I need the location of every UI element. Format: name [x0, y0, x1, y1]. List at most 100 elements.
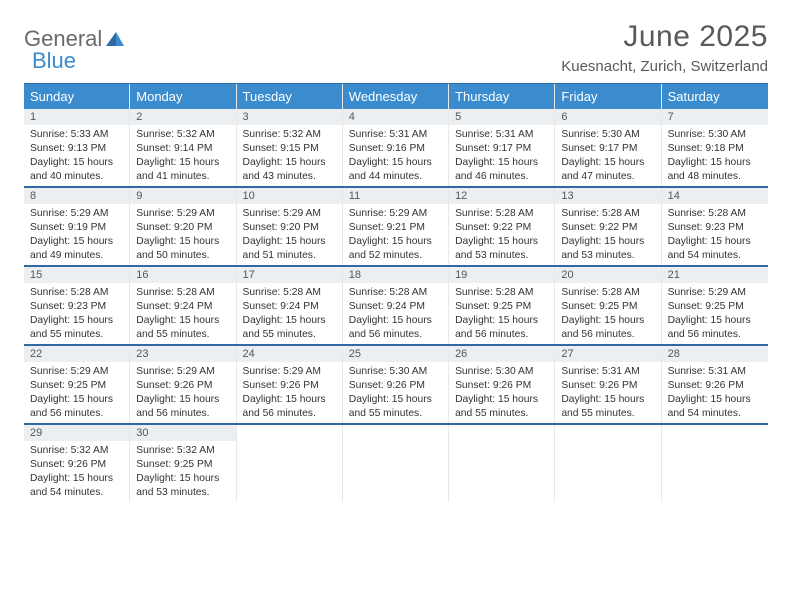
daylight-line: Daylight: 15 hours and 55 minutes. — [136, 314, 229, 342]
sunrise-line: Sunrise: 5:32 AM — [136, 444, 229, 458]
day-number-cell: 10 — [237, 188, 343, 204]
sunrise-line: Sunrise: 5:28 AM — [30, 286, 123, 300]
sunrise-line: Sunrise: 5:33 AM — [30, 128, 123, 142]
sunrise-line: Sunrise: 5:29 AM — [136, 365, 229, 379]
daylight-line: Daylight: 15 hours and 55 minutes. — [561, 393, 654, 421]
day-number-cell: 3 — [237, 109, 343, 125]
brand-blue-wrap: Blue — [34, 48, 76, 74]
day-number-cell: 19 — [449, 267, 555, 283]
day-number-cell: 1 — [24, 109, 130, 125]
daylight-line: Daylight: 15 hours and 54 minutes. — [30, 472, 123, 500]
calendar-week: 1234567Sunrise: 5:33 AMSunset: 9:13 PMDa… — [24, 109, 768, 188]
day-detail-cell: Sunrise: 5:29 AMSunset: 9:19 PMDaylight:… — [24, 204, 130, 265]
daylight-line: Daylight: 15 hours and 54 minutes. — [668, 393, 762, 421]
day-number-cell: 23 — [130, 346, 236, 362]
sunrise-line: Sunrise: 5:28 AM — [243, 286, 336, 300]
sunset-line: Sunset: 9:26 PM — [30, 458, 123, 472]
sunrise-line: Sunrise: 5:29 AM — [243, 207, 336, 221]
sunset-line: Sunset: 9:19 PM — [30, 221, 123, 235]
day-header: Saturday — [662, 84, 768, 109]
day-detail-cell: Sunrise: 5:28 AMSunset: 9:22 PMDaylight:… — [449, 204, 555, 265]
sunset-line: Sunset: 9:21 PM — [349, 221, 442, 235]
day-number-cell: 9 — [130, 188, 236, 204]
daylight-line: Daylight: 15 hours and 50 minutes. — [136, 235, 229, 263]
day-detail-row: Sunrise: 5:32 AMSunset: 9:26 PMDaylight:… — [24, 441, 768, 502]
daylight-line: Daylight: 15 hours and 49 minutes. — [30, 235, 123, 263]
daylight-line: Daylight: 15 hours and 53 minutes. — [136, 472, 229, 500]
sunset-line: Sunset: 9:17 PM — [561, 142, 654, 156]
sunset-line: Sunset: 9:26 PM — [455, 379, 548, 393]
sunset-line: Sunset: 9:24 PM — [349, 300, 442, 314]
day-detail-row: Sunrise: 5:33 AMSunset: 9:13 PM Daylight:… — [24, 125, 768, 186]
sunset-line: Sunset: 9:26 PM — [349, 379, 442, 393]
day-number-cell: 18 — [343, 267, 449, 283]
sunrise-line: Sunrise: 5:28 AM — [455, 286, 548, 300]
day-detail-cell: Sunrise: 5:28 AMSunset: 9:24 PMDaylight:… — [130, 283, 236, 344]
day-number-cell: 26 — [449, 346, 555, 362]
day-detail-cell: Sunrise: 5:31 AMSunset: 9:17 PMDaylight:… — [449, 125, 555, 186]
sunset-line: Sunset: 9:15 PM — [243, 142, 336, 156]
day-number-cell: 28 — [662, 346, 768, 362]
day-detail-cell: Sunrise: 5:29 AMSunset: 9:26 PMDaylight:… — [237, 362, 343, 423]
sunrise-line: Sunrise: 5:31 AM — [455, 128, 548, 142]
page-header: General June 2025 Kuesnacht, Zurich, Swi… — [24, 20, 768, 75]
day-detail-cell: Sunrise: 5:31 AMSunset: 9:26 PMDaylight:… — [555, 362, 661, 423]
day-number-cell: 30 — [130, 425, 236, 441]
daylight-line: Daylight: 15 hours and 46 minutes. — [455, 156, 548, 184]
day-detail-cell: Sunrise: 5:30 AMSunset: 9:18 PMDaylight:… — [662, 125, 768, 186]
calendar-week: 2930Sunrise: 5:32 AMSunset: 9:26 PMDayli… — [24, 425, 768, 502]
daylight-line: Daylight: 15 hours and 56 minutes. — [349, 314, 442, 342]
day-detail-cell: Sunrise: 5:31 AMSunset: 9:26 PMDaylight:… — [662, 362, 768, 423]
sunrise-line: Sunrise: 5:29 AM — [243, 365, 336, 379]
daylight-line: Daylight: 15 hours and 56 minutes. — [455, 314, 548, 342]
sunrise-line: Sunrise: 5:29 AM — [30, 365, 123, 379]
daylight-line: Daylight: 15 hours and 43 minutes. — [243, 156, 336, 184]
day-detail-row: Sunrise: 5:28 AMSunset: 9:23 PMDaylight:… — [24, 283, 768, 344]
day-number-cell: 6 — [555, 109, 661, 125]
day-detail-cell: Sunrise: 5:30 AMSunset: 9:26 PMDaylight:… — [343, 362, 449, 423]
sunset-line: Sunset: 9:25 PM — [561, 300, 654, 314]
day-detail-cell — [237, 441, 343, 502]
day-number-cell — [237, 425, 343, 441]
sunrise-line: Sunrise: 5:31 AM — [668, 365, 762, 379]
sunset-line: Sunset: 9:25 PM — [30, 379, 123, 393]
day-number-cell: 22 — [24, 346, 130, 362]
day-detail-cell: Sunrise: 5:28 AMSunset: 9:24 PMDaylight:… — [237, 283, 343, 344]
sunset-line: Sunset: 9:22 PM — [455, 221, 548, 235]
sunset-line: Sunset: 9:20 PM — [136, 221, 229, 235]
day-number-row: 22232425262728 — [24, 346, 768, 362]
day-number-cell: 17 — [237, 267, 343, 283]
sunrise-line: Sunrise: 5:30 AM — [455, 365, 548, 379]
sunrise-line: Sunrise: 5:28 AM — [455, 207, 548, 221]
day-detail-cell: Sunrise: 5:32 AMSunset: 9:14 PMDaylight:… — [130, 125, 236, 186]
day-detail-cell: Sunrise: 5:28 AMSunset: 9:23 PMDaylight:… — [24, 283, 130, 344]
daylight-line: Daylight: 15 hours and 52 minutes. — [349, 235, 442, 263]
calendar-week: 22232425262728Sunrise: 5:29 AMSunset: 9:… — [24, 346, 768, 425]
daylight-line: Daylight: 15 hours and 55 minutes. — [30, 314, 123, 342]
day-detail-cell — [449, 441, 555, 502]
sunrise-line: Sunrise: 5:30 AM — [561, 128, 654, 142]
sunset-line: Sunset: 9:25 PM — [455, 300, 548, 314]
day-detail-cell: Sunrise: 5:30 AMSunset: 9:17 PMDaylight:… — [555, 125, 661, 186]
sunrise-line: Sunrise: 5:32 AM — [136, 128, 229, 142]
daylight-line: Daylight: 15 hours and 48 minutes. — [668, 156, 762, 184]
day-number-cell: 11 — [343, 188, 449, 204]
page-subtitle: Kuesnacht, Zurich, Switzerland — [561, 58, 768, 75]
day-detail-cell: Sunrise: 5:28 AMSunset: 9:25 PMDaylight:… — [449, 283, 555, 344]
daylight-line: Daylight: 15 hours and 54 minutes. — [668, 235, 762, 263]
sunset-line: Sunset: 9:23 PM — [30, 300, 123, 314]
day-number-cell: 5 — [449, 109, 555, 125]
day-number-cell: 12 — [449, 188, 555, 204]
day-detail-cell: Sunrise: 5:28 AMSunset: 9:24 PMDaylight:… — [343, 283, 449, 344]
day-header-row: Sunday Monday Tuesday Wednesday Thursday… — [24, 84, 768, 109]
sunrise-line: Sunrise: 5:31 AM — [349, 128, 442, 142]
sunset-line: Sunset: 9:13 PM — [30, 142, 123, 156]
sunset-line: Sunset: 9:26 PM — [243, 379, 336, 393]
brand-blue: Blue — [32, 48, 76, 73]
daylight-line: Daylight: 15 hours and 56 minutes. — [243, 393, 336, 421]
sunset-line: Sunset: 9:20 PM — [243, 221, 336, 235]
day-number-cell: 16 — [130, 267, 236, 283]
daylight-line: Daylight: 15 hours and 53 minutes. — [561, 235, 654, 263]
day-detail-row: Sunrise: 5:29 AMSunset: 9:25 PMDaylight:… — [24, 362, 768, 423]
day-number-cell: 27 — [555, 346, 661, 362]
